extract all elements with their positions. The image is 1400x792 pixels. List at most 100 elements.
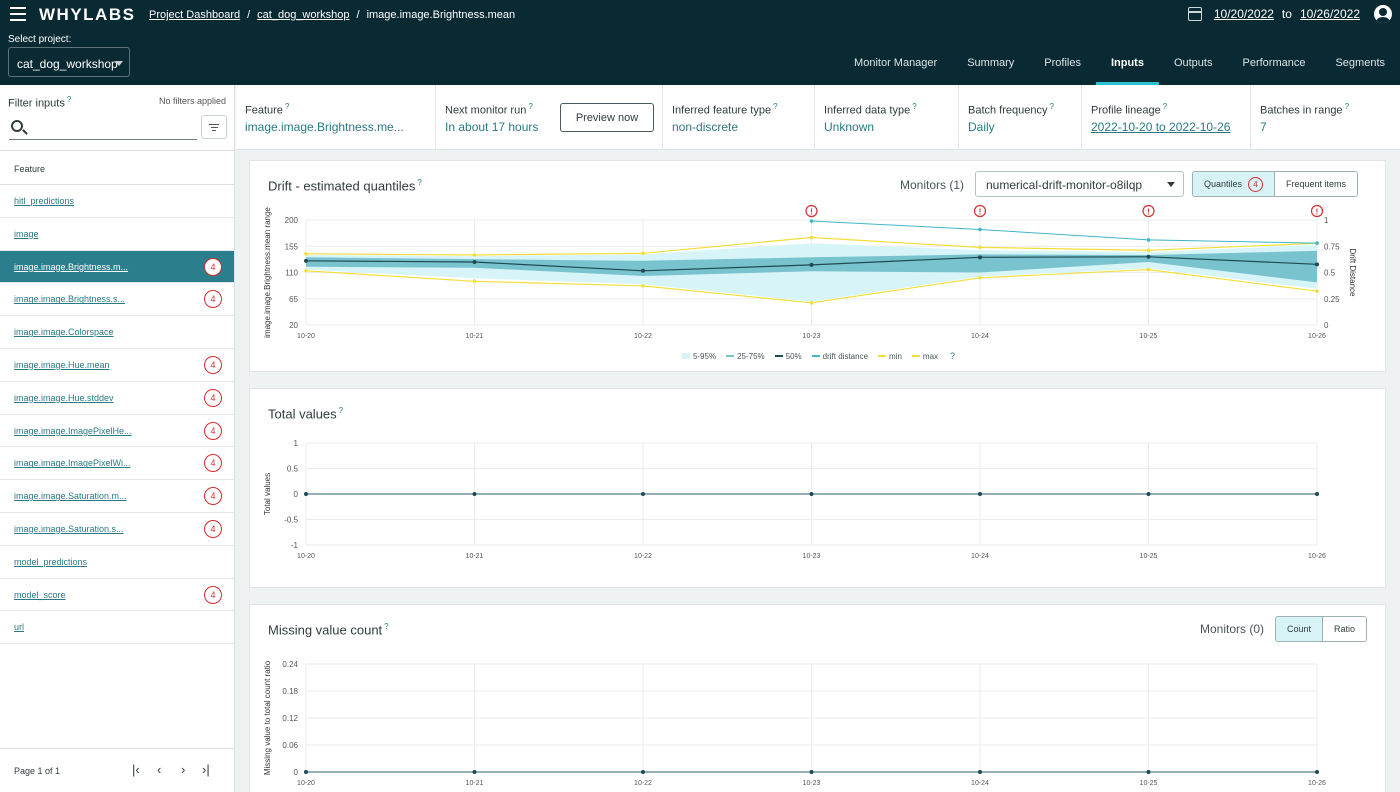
filter-title: Filter inputs? — [8, 95, 72, 110]
project-select[interactable]: cat_dog_workshop — [8, 47, 130, 77]
alert-count-badge: 4 — [204, 257, 222, 276]
chevron-down-icon — [115, 61, 123, 66]
feature-list-item[interactable]: image.image.Saturation.s... 4 — [0, 513, 234, 546]
y-tick-label: 0 — [294, 490, 299, 499]
help-icon[interactable]: ? — [66, 95, 72, 104]
quantiles-toggle[interactable]: Quantiles 4 — [1193, 172, 1275, 196]
alert-count-badge: 4 — [204, 388, 222, 407]
breadcrumb-project[interactable]: cat_dog_workshop — [257, 9, 350, 21]
feature-type-value: non-discrete — [672, 120, 739, 134]
feature-value: image.image.Brightness.me... — [245, 120, 404, 134]
next-page-icon[interactable]: › — [181, 762, 186, 777]
missing-values-title: Missing value count? — [268, 622, 389, 638]
project-select-value: cat_dog_workshop — [17, 57, 118, 71]
help-icon[interactable]: ? — [950, 351, 956, 361]
count-toggle[interactable]: Count — [1276, 617, 1323, 641]
legend-item-drift-distance[interactable]: drift distance — [811, 351, 868, 361]
alert-icon-mark: ! — [1316, 208, 1319, 217]
data-point — [978, 492, 982, 496]
data-point — [1315, 770, 1319, 774]
tab-outputs[interactable]: Outputs — [1173, 57, 1213, 69]
legend-item-max[interactable]: max — [911, 351, 938, 361]
tab-inputs[interactable]: Inputs — [1095, 56, 1159, 85]
legend-item-25-75[interactable]: 25-75% — [726, 351, 765, 361]
help-icon[interactable]: ? — [417, 178, 422, 187]
feature-name: url — [14, 622, 25, 633]
alert-count-badge: 4 — [1248, 177, 1264, 192]
user-avatar-icon[interactable] — [1374, 5, 1392, 23]
feature-list-item[interactable]: image.image.Brightness.s... 4 — [0, 283, 234, 317]
feature-list-item[interactable]: hitl_predictions — [0, 185, 234, 218]
monitor-select[interactable]: numerical-drift-monitor-o8ilqp — [975, 171, 1184, 197]
feature-name: image.image.Brightness.m... — [14, 261, 129, 272]
help-icon[interactable]: ? — [1162, 102, 1168, 111]
total-values-chart: -1 -0.5 0 0.5 1 10-20 10-21 10-22 10-23 10-24 10-2… — [263, 439, 1326, 560]
last-page-icon[interactable]: ›| — [202, 762, 210, 777]
help-icon[interactable]: ? — [528, 102, 533, 111]
legend-item-50[interactable]: 50% — [774, 351, 802, 361]
total-values-panel: Total values? -1 -0.5 0 0.5 1 10-20 10-21 10-22… — [249, 388, 1386, 588]
y-axis-label: Total values — [263, 473, 272, 515]
x-tick-label: 10-26 — [1308, 333, 1326, 340]
feature-list-item[interactable]: url — [0, 611, 234, 645]
feature-list-item[interactable]: image — [0, 218, 234, 251]
data-point — [304, 492, 308, 496]
drift-monitors-label: Monitors (1) — [900, 178, 965, 192]
batch-frequency-title: Batch frequency? — [968, 102, 1054, 117]
x-tick-label: 10-26 — [1308, 553, 1326, 560]
help-icon[interactable]: ? — [284, 102, 290, 111]
help-icon[interactable]: ? — [384, 622, 389, 631]
first-page-icon[interactable]: |‹ — [132, 762, 140, 777]
alert-count-badge: 4 — [204, 519, 222, 538]
tab-profiles[interactable]: Profiles — [1044, 57, 1081, 69]
calendar-icon[interactable] — [1187, 7, 1202, 21]
tab-performance[interactable]: Performance — [1242, 57, 1306, 69]
drift-view-toggle: Quantiles 4 Frequent items — [1192, 171, 1359, 197]
feature-list-item[interactable]: image.image.Hue.mean 4 — [0, 349, 234, 382]
feature-list-item[interactable]: image.image.Colorspace — [0, 316, 234, 349]
feature-list-item[interactable]: image.image.Brightness.m... 4 — [0, 250, 234, 284]
filter-button[interactable] — [201, 115, 227, 139]
ratio-toggle[interactable]: Ratio — [1322, 617, 1367, 641]
x-tick-label: 10-25 — [1140, 333, 1158, 340]
feature-list-item[interactable]: image.image.Saturation.m... 4 — [0, 480, 234, 513]
feature-list-item[interactable]: image.image.ImagePixelHe... 4 — [0, 415, 234, 448]
help-icon[interactable]: ? — [1344, 102, 1350, 111]
frequent-items-toggle[interactable]: Frequent items — [1274, 172, 1358, 196]
feature-type-cell: Inferred feature type? non-discrete — [663, 85, 815, 150]
feature-list-item[interactable]: image.image.ImagePixelWi... 4 — [0, 447, 234, 481]
feature-list-item[interactable]: model_predictions — [0, 546, 234, 579]
help-icon[interactable]: ? — [1049, 102, 1054, 111]
search-input[interactable] — [31, 118, 195, 138]
feature-list-item[interactable]: image.image.Hue.stddev 4 — [0, 382, 234, 415]
alert-count-badge: 4 — [204, 421, 222, 440]
help-icon[interactable]: ? — [773, 102, 778, 111]
prev-page-icon[interactable]: ‹ — [157, 762, 162, 777]
profile-lineage-link[interactable]: 2022-10-20 to 2022-10-26 — [1091, 120, 1231, 134]
point-min — [641, 284, 645, 288]
alert-count-badge: 4 — [204, 454, 222, 473]
tab-summary[interactable]: Summary — [967, 57, 1015, 69]
feature-info-bar: Feature? image.image.Brightness.me... Ne… — [236, 85, 1400, 150]
legend-item-5-95[interactable]: 5-95% — [681, 351, 716, 361]
menu-icon[interactable] — [10, 7, 26, 21]
point-median — [472, 260, 477, 264]
breadcrumb-project-dashboard[interactable]: Project Dashboard — [149, 9, 241, 21]
alert-icon-mark: ! — [979, 208, 982, 217]
date-from[interactable]: 10/20/2022 — [1213, 7, 1274, 21]
tab-segments[interactable]: Segments — [1335, 57, 1385, 69]
point-drift-distance — [1315, 241, 1319, 245]
legend-item-min[interactable]: min — [878, 351, 902, 361]
feature-list-item[interactable]: model_score 4 — [0, 579, 234, 612]
feature-name: image.image.ImagePixelWi... — [14, 458, 131, 469]
point-median — [1315, 262, 1319, 267]
alert-count-badge: 4 — [204, 290, 222, 309]
help-icon[interactable]: ? — [912, 102, 917, 111]
preview-now-button[interactable]: Preview now — [560, 103, 654, 132]
help-icon[interactable]: ? — [338, 406, 344, 415]
y2-tick-label: 0.75 — [1324, 242, 1340, 251]
tab-monitor-manager[interactable]: Monitor Manager — [854, 57, 938, 69]
y-tick-label: -1 — [291, 541, 299, 550]
date-to[interactable]: 10/26/2022 — [1299, 7, 1360, 21]
